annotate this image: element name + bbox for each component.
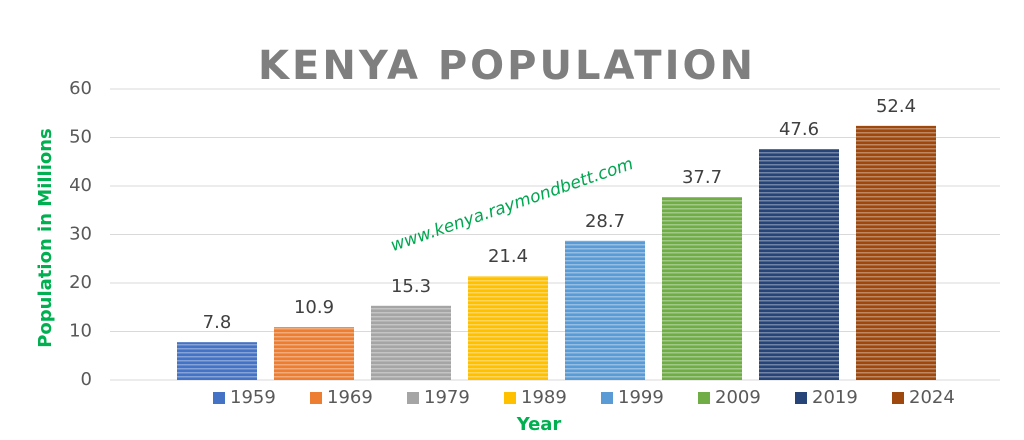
legend-swatch (213, 392, 225, 404)
data-label: 10.9 (294, 297, 334, 318)
y-tick-label: 60 (69, 78, 92, 99)
y-tick-label: 40 (69, 175, 92, 196)
y-tick-label: 30 (69, 224, 92, 245)
y-tick-label: 50 (69, 127, 92, 148)
data-label: 47.6 (779, 119, 819, 140)
legend-label: 2024 (909, 387, 955, 408)
x-axis-label: Year (516, 414, 562, 435)
data-label: 21.4 (488, 246, 528, 267)
bar-texture (468, 276, 548, 380)
legend-swatch (504, 392, 516, 404)
data-label: 52.4 (876, 96, 916, 117)
legend-swatch (892, 392, 904, 404)
bar-texture (177, 342, 257, 380)
legend-label: 2009 (715, 387, 761, 408)
legend-label: 1969 (327, 387, 373, 408)
legend-label: 1999 (618, 387, 664, 408)
legend-swatch (310, 392, 322, 404)
bar-texture (565, 240, 645, 380)
legend-label: 1959 (230, 387, 276, 408)
legend-label: 2019 (812, 387, 858, 408)
y-axis-label: Population in Millions (35, 128, 56, 348)
y-tick-label: 20 (69, 272, 92, 293)
bar-texture (662, 197, 742, 380)
y-tick-label: 10 (69, 321, 92, 342)
watermark: www.kenya.raymondbett.com (388, 154, 636, 256)
legend-swatch (698, 392, 710, 404)
data-label: 15.3 (391, 276, 431, 297)
legend-label: 1979 (424, 387, 470, 408)
bar-texture (759, 149, 839, 380)
data-label: 37.7 (682, 167, 722, 188)
legend-label: 1989 (521, 387, 567, 408)
legend-swatch (601, 392, 613, 404)
legend-swatch (407, 392, 419, 404)
data-label: 7.8 (203, 312, 232, 333)
bar-texture (856, 125, 936, 380)
legend-swatch (795, 392, 807, 404)
chart-title: KENYA POPULATION (258, 43, 756, 89)
bar-texture (274, 327, 354, 380)
y-tick-label: 0 (81, 369, 92, 390)
bar-texture (371, 305, 451, 380)
data-label: 28.7 (585, 211, 625, 232)
